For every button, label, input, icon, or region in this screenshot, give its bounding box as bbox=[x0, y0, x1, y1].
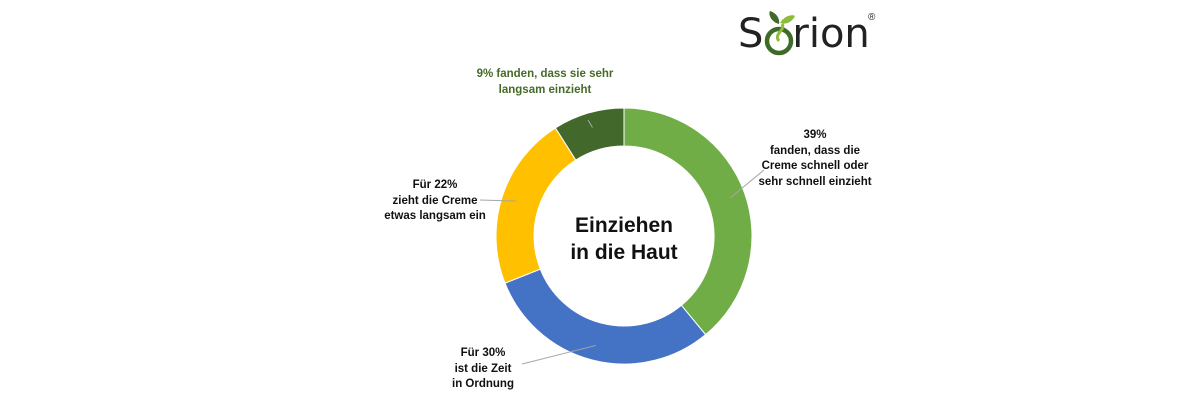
slice-very-slow bbox=[554, 107, 625, 161]
chart-title-line-2: in die Haut bbox=[570, 241, 678, 264]
leader-line-slice-ok bbox=[521, 344, 597, 365]
data-label-line: Für 22% bbox=[412, 179, 458, 191]
logo-letters-rion: rion bbox=[792, 11, 870, 57]
data-label-line: fanden, dass die bbox=[769, 144, 861, 157]
data-label-line: ist die Zeit bbox=[454, 362, 512, 375]
chart-title-line-1: Einziehen bbox=[574, 214, 674, 237]
logo-letter-s: S bbox=[738, 11, 764, 57]
data-label-line: langsam einzieht bbox=[498, 83, 592, 96]
data-label-line: sehr schnell einzieht bbox=[758, 175, 872, 188]
leaf-swirl-icon bbox=[764, 11, 795, 56]
slice-fast bbox=[623, 107, 753, 336]
chart-title: Einziehen in die Haut bbox=[524, 212, 724, 266]
data-label-line: 9% fanden, dass sie sehr bbox=[476, 68, 614, 80]
data-label-somewhat-slow: Für 22% zieht die Creme etwas langsam ei… bbox=[375, 178, 495, 225]
data-label-line: Creme schnell oder bbox=[761, 160, 869, 172]
data-label-line: 39% bbox=[803, 129, 827, 141]
data-label-line: Für 30% bbox=[460, 347, 506, 359]
leader-line-slice-somewhat-slow bbox=[479, 199, 517, 202]
data-label-ok: Für 30% ist die Zeit in Ordnung bbox=[423, 346, 543, 393]
data-label-very-slow: 9% fanden, dass sie sehr langsam einzieh… bbox=[465, 67, 625, 98]
data-label-line: zieht die Creme bbox=[392, 194, 478, 207]
data-label-line: in Ordnung bbox=[452, 378, 514, 390]
data-label-line: etwas langsam ein bbox=[384, 210, 486, 222]
registered-mark: ® bbox=[868, 12, 876, 23]
data-label-fast: 39% fanden, dass die Creme schnell oder … bbox=[740, 128, 890, 190]
leader-line-slice-fast bbox=[730, 169, 765, 199]
leader-line-slice-very-slow bbox=[587, 119, 593, 128]
